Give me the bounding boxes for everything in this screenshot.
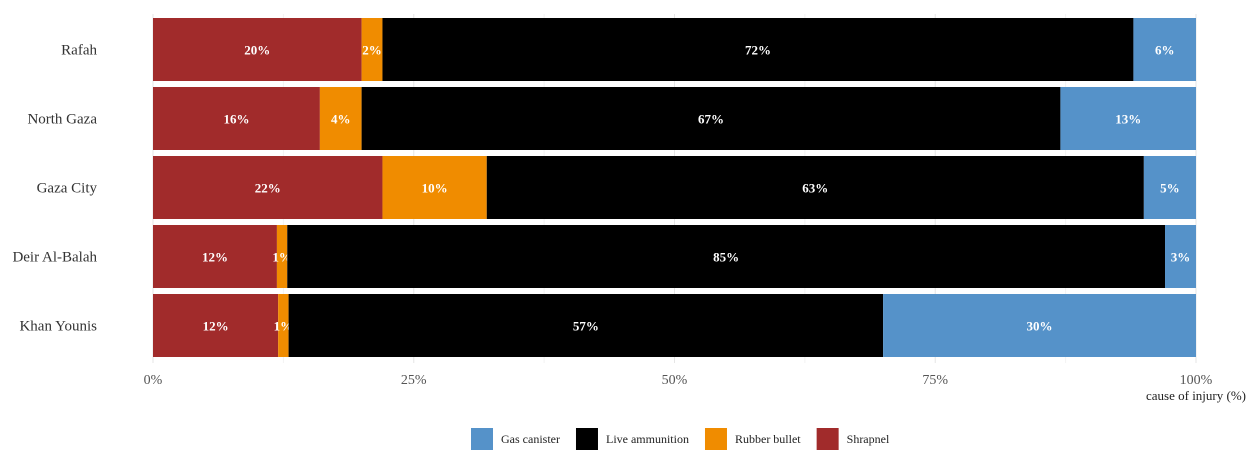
bar-north-gaza-gas-canister xyxy=(1060,87,1196,150)
bar-khan-younis-shrapnel xyxy=(153,294,279,357)
data-label-north-gaza-gas-canister: 13% xyxy=(1115,112,1141,127)
legend: Gas canister Live ammunition Rubber bullet… xyxy=(471,428,890,450)
category-label-rafah: Rafah xyxy=(61,43,97,59)
x-tick-label-4: 100% xyxy=(1180,373,1213,388)
x-tick-label-2: 50% xyxy=(662,373,688,388)
data-label-deir-al-balah-live-ammunition: 85% xyxy=(713,250,739,265)
bar-khan-younis-gas-canister xyxy=(883,294,1196,357)
data-label-deir-al-balah-rubber-bullet: 1% xyxy=(272,250,292,265)
legend-label-gas-canister: Gas canister xyxy=(501,432,560,446)
bar-north-gaza-shrapnel xyxy=(153,87,320,150)
legend-label-rubber-bullet: Rubber bullet xyxy=(735,432,801,446)
bar-north-gaza-rubber-bullet xyxy=(319,87,362,150)
data-label-north-gaza-live-ammunition: 67% xyxy=(698,112,724,127)
data-label-gaza-city-rubber-bullet: 10% xyxy=(422,181,448,196)
bar-khan-younis-rubber-bullet xyxy=(278,294,289,357)
bar-rafah-shrapnel xyxy=(153,18,362,81)
legend-label-live-ammunition: Live ammunition xyxy=(606,432,689,446)
x-axis-title: cause of injury (%) xyxy=(1146,388,1246,403)
category-label-deir-al-balah: Deir Al-Balah xyxy=(12,250,97,266)
data-label-rafah-rubber-bullet: 2% xyxy=(362,43,382,58)
category-label-north-gaza: North Gaza xyxy=(27,112,97,128)
bar-khan-younis-live-ammunition xyxy=(288,294,884,357)
data-label-north-gaza-shrapnel: 16% xyxy=(223,112,249,127)
bar-deir-al-balah-live-ammunition xyxy=(287,225,1166,288)
bar-deir-al-balah-shrapnel xyxy=(153,225,277,288)
bar-north-gaza-live-ammunition xyxy=(361,87,1061,150)
data-label-khan-younis-gas-canister: 30% xyxy=(1027,319,1053,334)
bars: 20% 2% 72% 6% 16% 4% 67% 13% 22% 10% 63% 5% 12% 1% 85%… xyxy=(153,18,1196,357)
category-labels: Rafah North Gaza Gaza City Deir Al-Balah Kha… xyxy=(12,43,97,335)
bar-gaza-city-shrapnel xyxy=(153,156,383,219)
data-label-gaza-city-live-ammunition: 63% xyxy=(802,181,828,196)
data-label-deir-al-balah-gas-canister: 3% xyxy=(1171,250,1191,265)
legend-swatch-rubber-bullet xyxy=(704,428,727,450)
legend-swatch-shrapnel xyxy=(816,428,839,450)
bar-rafah-live-ammunition xyxy=(382,18,1134,81)
data-label-khan-younis-live-ammunition: 57% xyxy=(573,319,599,334)
data-label-gaza-city-shrapnel: 22% xyxy=(255,181,281,196)
category-label-khan-younis: Khan Younis xyxy=(19,319,97,335)
bar-gaza-city-rubber-bullet xyxy=(382,156,487,219)
x-tick-label-0: 0% xyxy=(144,373,163,388)
data-label-gaza-city-gas-canister: 5% xyxy=(1160,181,1180,196)
bar-deir-al-balah-gas-canister xyxy=(1165,225,1196,288)
data-label-deir-al-balah-shrapnel: 12% xyxy=(202,250,228,265)
data-label-north-gaza-rubber-bullet: 4% xyxy=(331,112,351,127)
data-label-khan-younis-rubber-bullet: 1% xyxy=(274,319,294,334)
x-tick-label-3: 75% xyxy=(922,373,948,388)
category-label-gaza-city: Gaza City xyxy=(37,181,98,197)
bar-rafah-gas-canister xyxy=(1133,18,1196,81)
bar-rafah-rubber-bullet xyxy=(361,18,383,81)
legend-label-shrapnel: Shrapnel xyxy=(847,432,890,446)
data-label-rafah-shrapnel: 20% xyxy=(244,43,270,58)
x-tick-label-1: 25% xyxy=(401,373,427,388)
legend-swatch-live-ammunition xyxy=(575,428,598,450)
data-label-rafah-gas-canister: 6% xyxy=(1155,43,1175,58)
bar-gaza-city-gas-canister xyxy=(1143,156,1196,219)
x-axis-ticks: 0% 25% 50% 75% 100% xyxy=(144,373,1213,388)
data-label-khan-younis-shrapnel: 12% xyxy=(203,319,229,334)
bar-gaza-city-live-ammunition xyxy=(486,156,1144,219)
bar-deir-al-balah-rubber-bullet xyxy=(276,225,288,288)
legend-swatch-gas-canister xyxy=(471,428,493,450)
data-label-rafah-live-ammunition: 72% xyxy=(745,43,771,58)
